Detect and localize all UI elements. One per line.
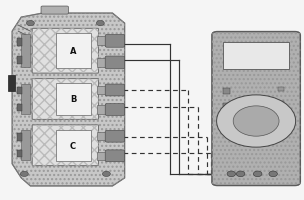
Bar	[17, 104, 22, 111]
Text: B: B	[70, 95, 76, 104]
FancyBboxPatch shape	[105, 57, 125, 69]
Bar	[278, 114, 284, 118]
Bar	[97, 59, 107, 68]
Bar	[97, 132, 107, 141]
Circle shape	[233, 106, 279, 136]
Bar	[17, 57, 22, 64]
Bar	[97, 152, 107, 160]
Bar	[278, 88, 284, 92]
Bar	[8, 76, 15, 92]
Bar	[97, 37, 107, 46]
FancyBboxPatch shape	[105, 104, 125, 116]
Bar	[97, 106, 107, 114]
FancyBboxPatch shape	[105, 35, 125, 48]
Bar	[17, 88, 22, 95]
Bar	[278, 101, 284, 105]
Bar	[21, 131, 30, 160]
Bar	[17, 134, 22, 141]
Circle shape	[96, 21, 104, 27]
Bar	[56, 84, 91, 115]
FancyBboxPatch shape	[32, 29, 98, 74]
Bar	[223, 43, 289, 70]
Circle shape	[26, 21, 34, 27]
Bar	[223, 103, 230, 109]
FancyBboxPatch shape	[105, 85, 125, 96]
Text: C: C	[70, 141, 76, 150]
Circle shape	[20, 171, 28, 177]
Bar	[21, 35, 30, 68]
Circle shape	[102, 171, 110, 177]
Bar	[21, 85, 30, 114]
Bar	[17, 150, 22, 157]
Bar	[56, 130, 91, 161]
FancyBboxPatch shape	[105, 131, 125, 142]
Circle shape	[254, 171, 262, 177]
Bar	[97, 86, 107, 95]
Bar	[56, 34, 91, 69]
Circle shape	[236, 171, 245, 177]
Bar	[223, 89, 230, 94]
Circle shape	[227, 171, 236, 177]
FancyBboxPatch shape	[212, 32, 300, 186]
FancyBboxPatch shape	[32, 125, 98, 166]
FancyBboxPatch shape	[32, 79, 98, 120]
Polygon shape	[12, 8, 125, 186]
Bar	[17, 39, 22, 46]
Circle shape	[216, 95, 295, 147]
Text: A: A	[70, 47, 76, 56]
Circle shape	[269, 171, 278, 177]
FancyBboxPatch shape	[41, 7, 68, 15]
FancyBboxPatch shape	[105, 150, 125, 162]
